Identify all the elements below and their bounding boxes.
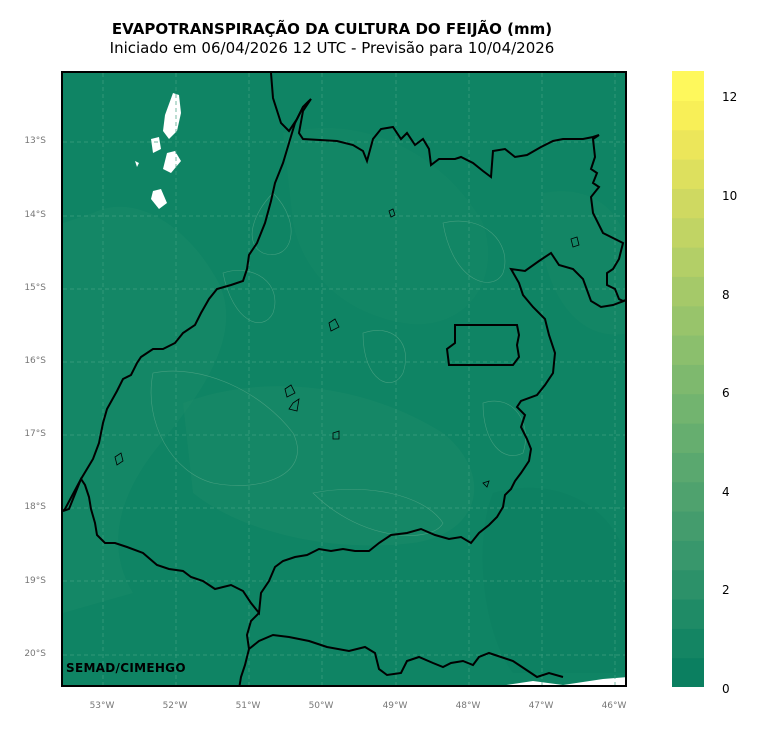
lat-label: 14°S [24,210,46,220]
colorbar-band [672,188,704,219]
southern-border [238,612,564,685]
colorbar-band [672,100,704,131]
colorbar-band [672,599,704,629]
colorbar-band [672,452,704,483]
colorbar-band [672,393,704,424]
colorbar-tick-label: 8 [722,288,730,302]
colorbar-band [672,423,704,453]
colorbar-band [672,335,704,365]
colorbar-band [672,305,704,336]
lon-label: 53°W [89,701,115,711]
colorbar-band [672,569,704,600]
lon-label: 50°W [308,701,334,711]
lon-label: 46°W [601,701,627,711]
lon-label: 49°W [382,701,408,711]
colorbar-band [672,540,704,571]
lat-label: 15°S [24,283,46,293]
colorbar-band [672,657,704,687]
lat-label: 18°S [24,502,46,512]
lon-label: 51°W [235,701,261,711]
field-patch [482,487,625,673]
map-subtitle: Iniciado em 06/04/2026 12 UTC - Previsão… [109,39,555,57]
colorbar-band [672,628,704,659]
lat-label: 16°S [24,356,46,366]
colorbar [672,71,704,687]
water-bodies [114,208,580,488]
colorbar-tick-label: 12 [722,90,738,104]
lat-label: 17°S [24,429,46,439]
no-data-areas [135,93,625,685]
colorbar-band [672,276,704,307]
colorbar-tick-label: 0 [722,682,730,696]
map-panel [61,71,627,687]
map-canvas [63,73,625,685]
colorbar-tick-label: 2 [722,583,730,597]
field-patch [543,191,625,335]
colorbar-tick-label: 10 [722,189,738,203]
colorbar-tick-label: 6 [722,386,730,400]
colorbar-band [672,129,704,160]
lon-label: 48°W [455,701,481,711]
lon-label: 47°W [528,701,554,711]
lat-label: 20°S [24,649,46,659]
colorbar-band [672,481,704,512]
federal-district-border [445,324,521,366]
lon-label: 52°W [162,701,188,711]
state-border-west [63,100,310,512]
field-patch [63,206,227,613]
colorbar-band [672,511,704,541]
colorbar-band [672,217,704,248]
lat-label: 19°S [24,576,46,586]
colorbar-tick-label: 4 [722,485,730,499]
field-patch [183,386,475,546]
colorbar-band [672,364,704,395]
colorbar-band [672,71,704,101]
map-title: EVAPOTRANSPIRAÇÃO DA CULTURA DO FEIJÃO (… [111,20,553,38]
colorbar-band [672,159,704,189]
state-border-east-south [63,73,625,616]
field-patch [283,127,489,325]
credit-label: SEMAD/CIMEHGO [66,661,186,675]
lat-label: 13°S [24,136,46,146]
colorbar-band [672,247,704,277]
